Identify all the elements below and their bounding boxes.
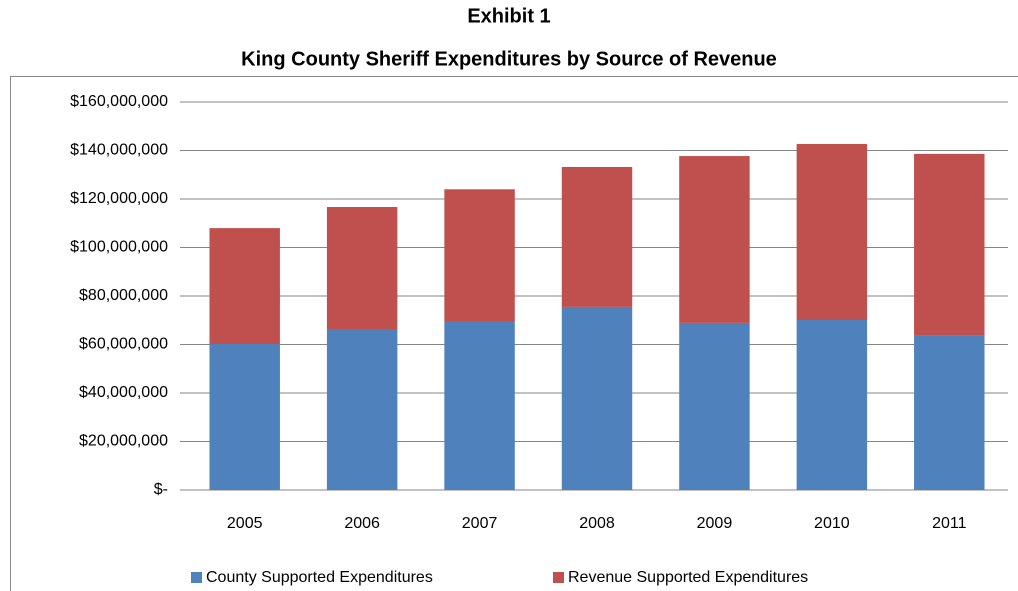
bar-segment xyxy=(326,329,398,490)
x-tick-label: 2005 xyxy=(227,515,263,532)
legend-label: County Supported Expenditures xyxy=(206,569,433,586)
bar-segment xyxy=(914,335,985,490)
legend-label: Revenue Supported Expenditures xyxy=(568,569,808,586)
y-tick-label: $80,000,000 xyxy=(79,287,168,304)
bar-segment xyxy=(796,143,868,321)
x-tick-label: 2006 xyxy=(344,515,380,532)
y-tick-label: $60,000,000 xyxy=(79,336,168,353)
chart-subtitle: King County Sheriff Expenditures by Sour… xyxy=(241,48,777,70)
x-tick-label: 2011 xyxy=(932,515,967,532)
bar-segment xyxy=(209,228,280,345)
bar-segment xyxy=(561,306,633,490)
y-tick-label: $20,000,000 xyxy=(79,433,168,450)
x-tick-label: 2007 xyxy=(462,515,498,532)
bar-segment xyxy=(796,320,868,490)
x-tick-label: 2009 xyxy=(697,515,733,532)
legend-swatch xyxy=(553,572,564,583)
chart-title: Exhibit 1 xyxy=(467,5,550,27)
bar-segment xyxy=(444,321,515,490)
bar-segment xyxy=(561,166,633,307)
bar-segment xyxy=(326,207,398,330)
x-tick-label: 2008 xyxy=(579,515,615,532)
bar-segment xyxy=(679,322,750,490)
y-tick-label: $100,000,000 xyxy=(70,239,168,256)
bar-segment xyxy=(914,153,985,336)
bar-segment xyxy=(679,156,750,323)
bar-segment xyxy=(209,344,280,490)
y-tick-label: $40,000,000 xyxy=(79,384,168,401)
chart-frame xyxy=(10,76,1018,591)
y-tick-label: $120,000,000 xyxy=(70,190,168,207)
x-tick-label: 2010 xyxy=(814,515,850,532)
legend-swatch xyxy=(191,572,202,583)
y-tick-label: $140,000,000 xyxy=(70,142,168,159)
y-tick-label: $- xyxy=(154,481,168,498)
y-tick-label: $160,000,000 xyxy=(70,93,168,110)
bar-segment xyxy=(444,189,515,322)
